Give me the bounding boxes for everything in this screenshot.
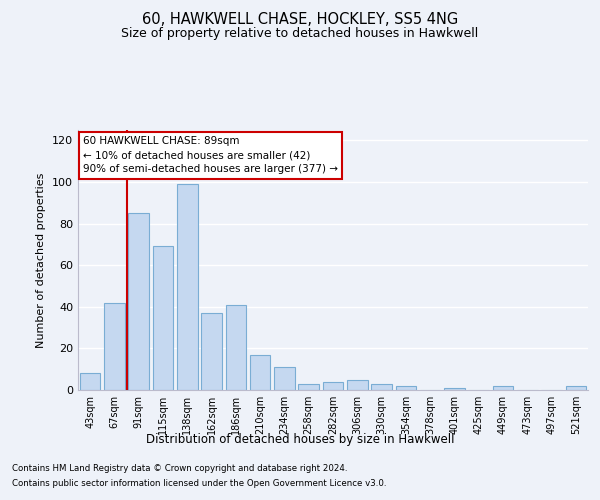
Bar xyxy=(323,382,343,390)
Bar xyxy=(493,386,514,390)
Bar xyxy=(444,388,465,390)
Bar xyxy=(104,302,125,390)
Text: Distribution of detached houses by size in Hawkwell: Distribution of detached houses by size … xyxy=(146,432,454,446)
Bar xyxy=(395,386,416,390)
Bar xyxy=(298,384,319,390)
Bar xyxy=(274,367,295,390)
Bar xyxy=(128,213,149,390)
Bar xyxy=(371,384,392,390)
Y-axis label: Number of detached properties: Number of detached properties xyxy=(37,172,46,348)
Bar xyxy=(226,304,246,390)
Bar xyxy=(250,354,271,390)
Text: Contains HM Land Registry data © Crown copyright and database right 2024.: Contains HM Land Registry data © Crown c… xyxy=(12,464,347,473)
Text: 60, HAWKWELL CHASE, HOCKLEY, SS5 4NG: 60, HAWKWELL CHASE, HOCKLEY, SS5 4NG xyxy=(142,12,458,28)
Text: 60 HAWKWELL CHASE: 89sqm
← 10% of detached houses are smaller (42)
90% of semi-d: 60 HAWKWELL CHASE: 89sqm ← 10% of detach… xyxy=(83,136,338,174)
Text: Contains public sector information licensed under the Open Government Licence v3: Contains public sector information licen… xyxy=(12,479,386,488)
Bar xyxy=(80,374,100,390)
Bar xyxy=(566,386,586,390)
Bar xyxy=(177,184,197,390)
Bar xyxy=(347,380,368,390)
Bar xyxy=(152,246,173,390)
Bar xyxy=(201,313,222,390)
Text: Size of property relative to detached houses in Hawkwell: Size of property relative to detached ho… xyxy=(121,28,479,40)
